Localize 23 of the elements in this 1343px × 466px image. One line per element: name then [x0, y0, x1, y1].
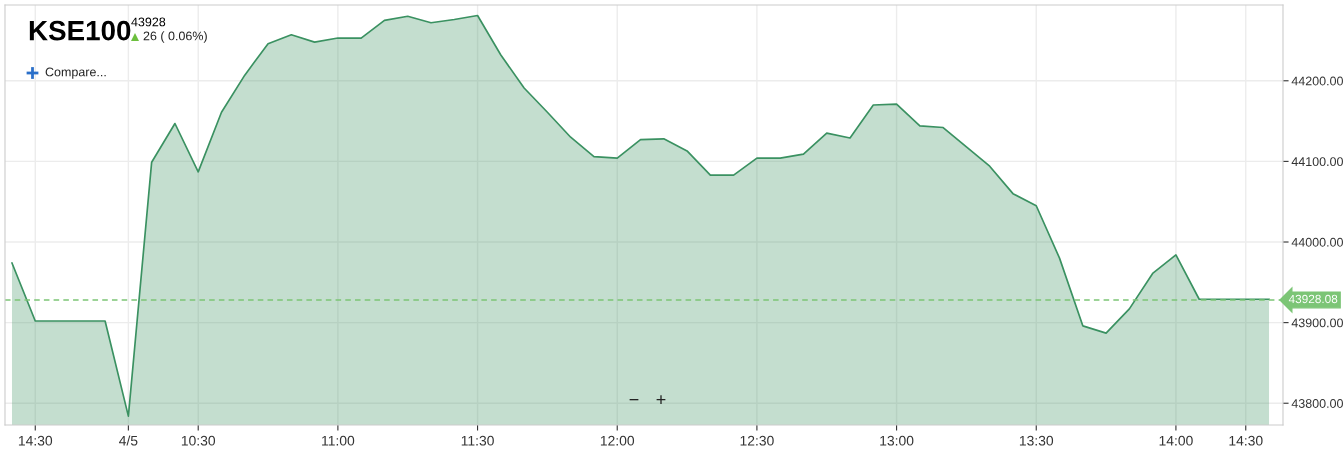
x-tick-label: 14:30: [18, 435, 53, 446]
annotation: Compare...: [45, 67, 106, 79]
x-tick-label: 13:30: [1019, 435, 1054, 446]
annotation: +: [656, 395, 666, 405]
y-tick-label: 44000.00: [1291, 237, 1343, 247]
chart-title: KSE100: [29, 20, 131, 41]
x-tick-label: 12:00: [600, 435, 635, 446]
text: 43928: [131, 17, 166, 27]
x-tick-label: 14:30: [1229, 435, 1263, 446]
y-tick-label: 43800.00: [1291, 399, 1343, 408]
x-tick-label: 12:30: [740, 435, 774, 446]
x-tick-label: 4/5: [119, 435, 138, 446]
y-tick-label: 44100.00: [1291, 157, 1343, 167]
x-tick-label: 11:30: [461, 435, 494, 446]
annotation: 26 ( 0.06%): [143, 31, 207, 43]
x-tick-label: 10:30: [181, 435, 216, 446]
x-tick-label: 11:00: [322, 435, 355, 446]
x-tick-label: 14:00: [1159, 435, 1193, 446]
ref-line-label: 43928.08: [1288, 294, 1338, 304]
y-tick-label: 43900.00: [1291, 318, 1343, 328]
y-tick-label: 44200.00: [1291, 76, 1343, 86]
annotation: −: [629, 399, 639, 401]
x-tick-label: 13:00: [880, 435, 914, 446]
